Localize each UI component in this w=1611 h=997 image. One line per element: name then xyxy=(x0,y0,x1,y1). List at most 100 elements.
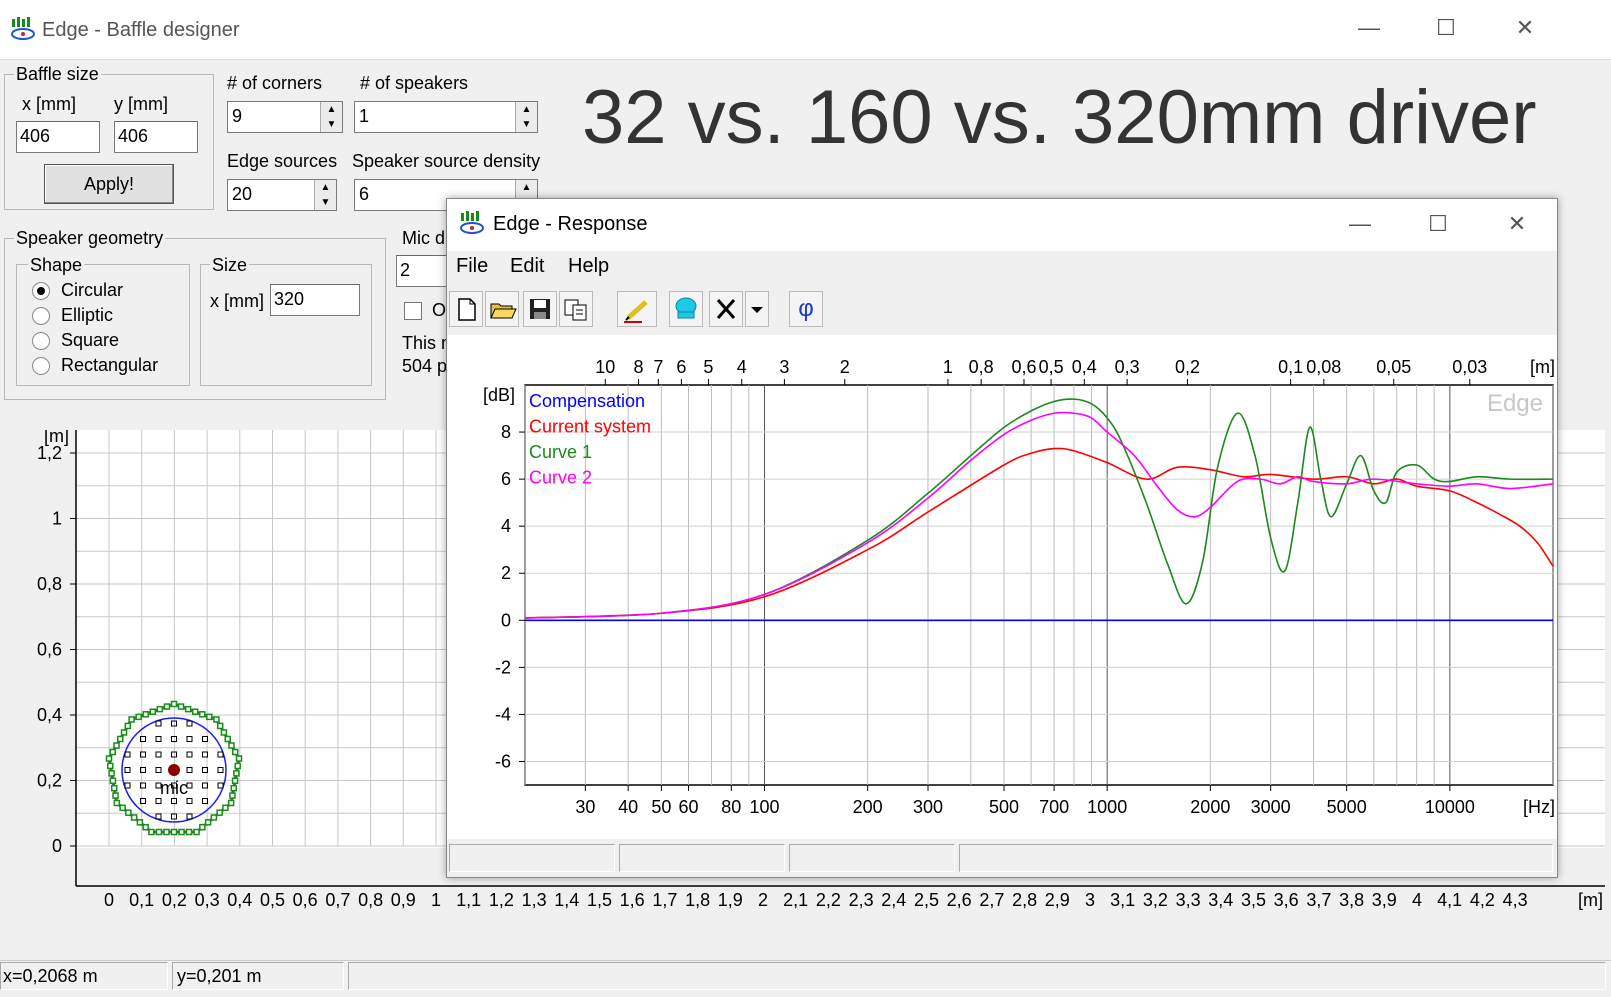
minimize-button[interactable]: — xyxy=(1358,15,1380,40)
baffle-x-input[interactable]: 406 xyxy=(16,121,100,153)
menu-file[interactable]: File xyxy=(456,255,489,277)
edge-source-marker xyxy=(185,828,193,836)
baffle-x-tick-label: 4 xyxy=(1412,890,1422,910)
edge-source-marker xyxy=(178,828,185,836)
main-window-title: Edge - Baffle designer xyxy=(42,19,240,41)
spin-up-icon[interactable]: ▲ xyxy=(326,104,337,115)
shape-square-label[interactable]: Square xyxy=(61,330,120,350)
status-info-cell xyxy=(348,962,1606,990)
legend-entry[interactable]: Curve 1 xyxy=(529,442,592,462)
baffle-y-input[interactable]: 406 xyxy=(114,121,198,153)
series-line-curve-1[interactable] xyxy=(524,398,1554,619)
shape-label: Shape xyxy=(28,255,85,276)
pen-icon[interactable] xyxy=(617,291,657,327)
close-button[interactable]: ✕ xyxy=(1515,15,1535,40)
legend-entry[interactable]: Compensation xyxy=(529,391,645,411)
edge-source-marker xyxy=(199,711,206,718)
speakers-spinner[interactable]: 1 ▲ ▼ xyxy=(354,101,538,133)
shape-elliptic-label[interactable]: Elliptic xyxy=(61,305,114,325)
open-folder-icon[interactable] xyxy=(485,291,519,327)
baffle-x-tick-label: 1,2 xyxy=(489,890,514,910)
speaker-source-marker xyxy=(155,751,162,758)
edge-source-marker xyxy=(163,703,171,710)
legend-entry[interactable]: Current system xyxy=(529,417,651,437)
menu-edit[interactable]: Edit xyxy=(510,255,545,277)
baffle-size-group xyxy=(4,74,214,210)
baffle-x-tick-label: 4,3 xyxy=(1503,890,1528,910)
response-chart[interactable]: 30 40 50 60 80 100 200 300 500 700 1000 2000 3000 500… xyxy=(447,335,1557,839)
phase-icon[interactable]: φ xyxy=(789,291,823,327)
edge-source-marker xyxy=(230,784,238,792)
spin-up-icon[interactable]: ▲ xyxy=(521,182,532,193)
spin-up-icon[interactable]: ▲ xyxy=(521,104,532,115)
spin-down-icon[interactable]: ▼ xyxy=(521,119,532,130)
dropdown-icon[interactable] xyxy=(745,291,769,327)
apply-button[interactable]: Apply! xyxy=(44,164,174,204)
legend-entry[interactable]: Curve 2 xyxy=(529,468,592,488)
speakers-arrows[interactable]: ▲ ▼ xyxy=(515,102,537,132)
shape-circular-label[interactable]: Circular xyxy=(61,280,124,300)
baffle-x-tick-label: 4,1 xyxy=(1437,890,1462,910)
mic-marker[interactable] xyxy=(168,764,180,776)
radio-elliptic[interactable] xyxy=(32,307,50,325)
plot-frame[interactable] xyxy=(524,384,1554,786)
baffle-y-label: y [mm] xyxy=(114,94,168,114)
menu-help[interactable]: Help xyxy=(568,255,610,277)
speaker-icon[interactable] xyxy=(669,291,703,327)
x-tick-label: 1000 xyxy=(1087,797,1127,817)
size-label: Size xyxy=(210,255,250,276)
edge-source-marker xyxy=(191,708,199,715)
x-tick-label: 2000 xyxy=(1190,797,1230,817)
option-checkbox[interactable] xyxy=(404,302,422,320)
top-tick-label: 5 xyxy=(703,357,713,377)
baffle-x-tick-label: 0,8 xyxy=(358,890,383,910)
baffle-x-tick-label: 0,1 xyxy=(129,890,154,910)
speaker-source-marker xyxy=(140,736,146,742)
edge-source-marker xyxy=(231,748,239,756)
speaker-source-marker xyxy=(217,767,224,773)
response-maximize-button[interactable]: ☐ xyxy=(1428,211,1448,236)
top-axis-label: [m] xyxy=(1530,357,1555,377)
speaker-source-marker xyxy=(140,751,146,758)
radio-rectangular[interactable] xyxy=(32,357,50,375)
spin-up-icon[interactable]: ▲ xyxy=(320,182,331,193)
delete-icon[interactable] xyxy=(709,291,743,327)
shape-rectangular-label[interactable]: Rectangular xyxy=(61,355,159,375)
edge-source-marker xyxy=(117,735,124,743)
corners-spinner[interactable]: 9 ▲ ▼ xyxy=(227,101,343,133)
maximize-button[interactable]: ☐ xyxy=(1436,15,1456,40)
new-file-icon[interactable] xyxy=(449,291,483,327)
x-tick-label: 300 xyxy=(913,797,943,817)
corners-arrows[interactable]: ▲ ▼ xyxy=(320,102,342,132)
top-tick-label: 8 xyxy=(634,357,644,377)
spin-down-icon[interactable]: ▼ xyxy=(320,197,331,208)
size-x-input[interactable]: 320 xyxy=(270,284,360,316)
response-status-cell-1 xyxy=(449,844,615,872)
speaker-density-label: Speaker source density xyxy=(352,151,541,171)
response-close-button[interactable]: ✕ xyxy=(1507,211,1527,236)
response-minimize-button[interactable]: — xyxy=(1349,211,1371,236)
speaker-source-marker xyxy=(140,767,146,773)
baffle-x-tick-label: 0,9 xyxy=(391,890,416,910)
edge-source-marker xyxy=(234,762,241,770)
edge-sources-arrows[interactable]: ▲ ▼ xyxy=(314,180,336,210)
copy-icon[interactable] xyxy=(559,291,593,327)
status-x: x=0,2068 m xyxy=(3,966,98,986)
top-tick-label: 0,3 xyxy=(1115,357,1140,377)
mic-label: mic xyxy=(160,778,188,798)
edge-source-marker xyxy=(220,729,228,736)
edge-source-marker xyxy=(206,713,213,721)
save-icon[interactable] xyxy=(523,291,557,327)
series-line-curve-2[interactable] xyxy=(524,411,1554,619)
speaker-geometry-group xyxy=(4,238,386,400)
radio-circular[interactable] xyxy=(32,282,50,300)
speaker-source-marker xyxy=(124,782,131,789)
spin-down-icon[interactable]: ▼ xyxy=(326,119,337,130)
series-line-current-system[interactable] xyxy=(524,447,1554,619)
edge-sources-spinner[interactable]: 20 ▲ ▼ xyxy=(227,179,337,211)
edge-source-marker xyxy=(170,700,178,708)
radio-square[interactable] xyxy=(32,332,50,350)
speaker-outline[interactable] xyxy=(121,717,227,823)
response-window[interactable]: Edge - Response — ☐ ✕ File Edit Help φ 3… xyxy=(446,198,1558,878)
baffle-x-tick-label: 0,2 xyxy=(162,890,187,910)
